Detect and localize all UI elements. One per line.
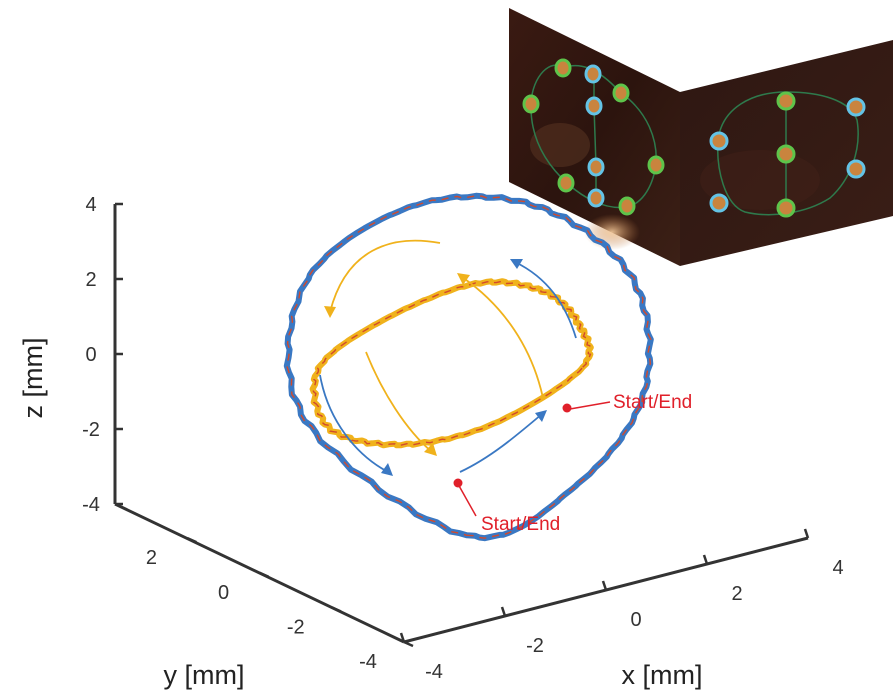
- arrow-blue-right: [514, 261, 577, 339]
- arrow-orange-top: [329, 239, 441, 313]
- series-1-reference-dashed: [311, 280, 592, 447]
- y-tick-2-label: 2: [146, 547, 157, 569]
- x-tick--4-label: -4: [425, 661, 443, 683]
- y-axis-label: y [mm]: [164, 660, 245, 690]
- z-tick-2-label: 2: [85, 269, 96, 291]
- start-end-label-bottom: Start/End: [481, 514, 560, 535]
- z-axis-label: z [mm]: [18, 338, 48, 419]
- arrow-orange-right: [461, 276, 544, 399]
- start-end-point-right: [562, 403, 572, 413]
- arrow-blue-bottom: [459, 413, 543, 473]
- y-axis-line: [114, 502, 405, 644]
- z-tick--2-label: -2: [82, 419, 100, 441]
- x-tick--2-label: -2: [526, 635, 544, 657]
- series-0-reference-dashed: [286, 195, 652, 539]
- arrow-blue-left: [319, 374, 389, 473]
- axes: [113, 204, 809, 644]
- direction-arrows: [319, 239, 577, 476]
- inset-photo: [509, 8, 893, 266]
- arrow-orange-mid: [365, 351, 433, 453]
- start-end-label-right: Start/End: [613, 392, 692, 413]
- trajectories: [283, 192, 654, 542]
- inset-markers: [522, 58, 866, 218]
- z-tick-4-label: 4: [85, 194, 96, 216]
- x-tick-4-label: 4: [832, 557, 843, 579]
- axis-ticks: -4 -2 0 2 4 -4 -2 0 2 -4 -2 0 2 4: [82, 194, 843, 683]
- x-tick-2-label: 2: [731, 583, 742, 605]
- z-tick-0-label: 0: [85, 344, 96, 366]
- series-0-line: [283, 192, 654, 542]
- x-tick-0-mark: [601, 580, 608, 591]
- x-tick-2-mark: [702, 554, 709, 565]
- z-tick--4-label: -4: [82, 494, 100, 516]
- x-tick-4-mark: [803, 528, 810, 539]
- start-end-markers: Start/End Start/End: [453, 392, 692, 535]
- y-tick-2-mark: [186, 537, 197, 544]
- y-tick-0-mark: [259, 571, 270, 578]
- y-tick--4-mark: [403, 640, 414, 648]
- x-axis-label: x [mm]: [622, 660, 703, 690]
- series-1-line: [309, 278, 594, 449]
- y-tick--4-label: -4: [359, 651, 377, 673]
- x-tick--4-mark: [399, 632, 406, 643]
- y-tick--2-label: -2: [287, 616, 305, 638]
- y-tick-0-label: 0: [218, 582, 229, 604]
- start-end-point-bottom: [453, 478, 463, 488]
- y-tick--2-mark: [331, 606, 342, 613]
- x-tick--2-mark: [500, 606, 507, 617]
- x-tick-0-label: 0: [630, 609, 641, 631]
